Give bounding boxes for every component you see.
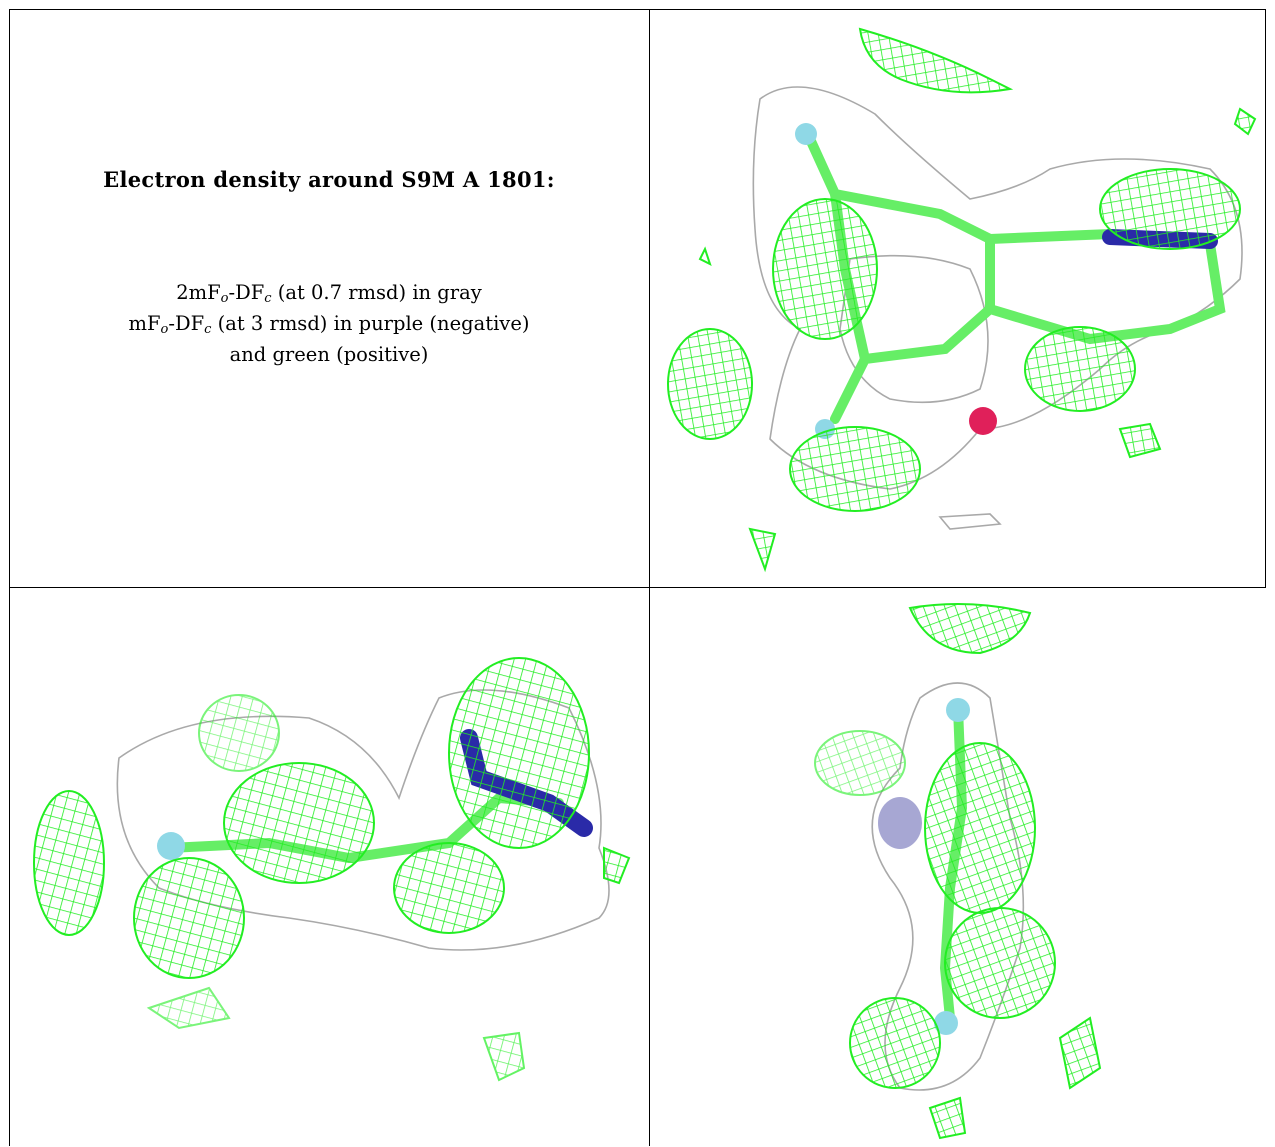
oxygen-atom [969,407,997,435]
halogen-atom-bottom [934,1011,958,1035]
density-view-top-right [650,9,1266,587]
caption-description: 2mFo-DFc (at 0.7 rmsd) in gray mFo-DFc (… [9,277,649,370]
caption-line-2fofc: 2mFo-DFc (at 0.7 rmsd) in gray [176,281,482,306]
positive-density-blobs [667,27,1257,573]
caption-line-colors: and green (positive) [229,343,429,366]
grid-divider-vertical [649,9,650,1146]
caption-title: Electron density around S9M A 1801: [103,167,555,192]
gray-density-envelope [752,86,1243,490]
gray-density-core [839,254,989,404]
halogen-atom [157,832,185,860]
caption-cell: Electron density around S9M A 1801: 2mFo… [9,9,649,587]
nitrogen-hint [878,797,922,849]
density-view-bottom-right [650,588,1266,1146]
grid-border-left [9,9,10,1146]
grid-divider-horizontal [9,587,1266,588]
caption-line-fofc: mFo-DFc (at 3 rmsd) in purple (negative) [128,312,530,337]
figure-grid: Electron density around S9M A 1801: 2mFo… [9,9,1266,1146]
halogen-atom-top [946,698,970,722]
grid-border-right [1265,9,1266,587]
density-render-1 [667,27,1257,573]
positive-density-blobs [33,657,631,1082]
halogen-atom-top [795,123,817,145]
positive-density-blobs [814,603,1102,1140]
grid-border-top [9,9,1266,10]
density-view-bottom-left [9,588,649,1146]
density-render-2 [33,657,631,1082]
density-render-3 [814,603,1102,1140]
